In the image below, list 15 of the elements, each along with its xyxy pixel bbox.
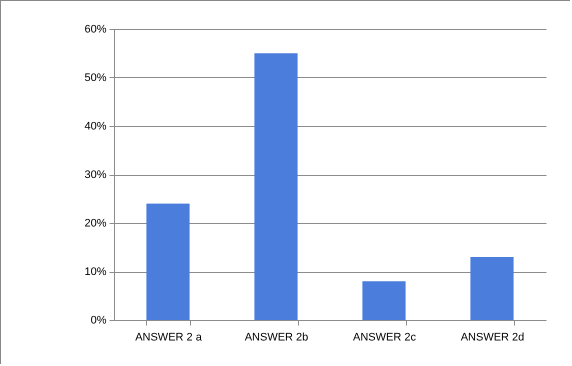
bar: [254, 53, 298, 320]
y-tick-label: 10%: [84, 266, 107, 278]
y-tick-label: 60%: [84, 24, 107, 36]
y-tick-label: 30%: [84, 169, 107, 181]
x-tick-label: ANSWER 2 a: [135, 332, 203, 344]
y-tick-label: 40%: [84, 120, 107, 132]
x-tick-label: ANSWER 2c: [353, 332, 416, 344]
y-tick-label: 50%: [84, 72, 107, 84]
y-tick-label: 0%: [90, 314, 107, 326]
x-tick-label: ANSWER 2b: [244, 332, 308, 344]
bar: [146, 204, 190, 320]
bar: [362, 281, 406, 320]
y-tick-label: 20%: [84, 218, 107, 230]
bar: [470, 256, 514, 320]
x-tick-label: ANSWER 2d: [460, 332, 524, 344]
